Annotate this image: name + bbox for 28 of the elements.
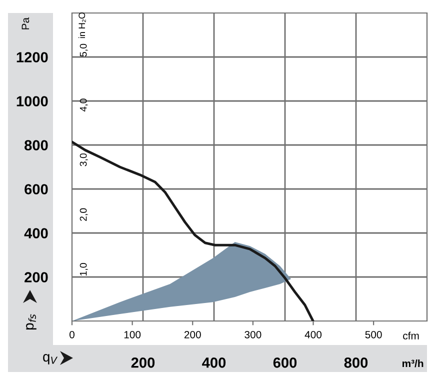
- x2-axis-title: cfm: [403, 332, 419, 340]
- y2-tick-label: 2,0: [80, 208, 88, 221]
- x-tick-label: 600: [273, 357, 297, 368]
- x-tick-label: 400: [202, 357, 226, 368]
- y2-axis-title: in H₂O: [78, 12, 86, 38]
- x-tick-label: 800: [344, 357, 368, 368]
- text: p$_{fs}$: [26, 314, 36, 330]
- y-tick-label: 600: [24, 184, 48, 194]
- line-series: [72, 140, 314, 321]
- y-axis-title: Pa: [22, 17, 30, 30]
- y2-tick-label: 4,0: [80, 98, 88, 112]
- y2-tick-label: 1,0: [80, 263, 88, 276]
- y2-tick-label: 5,0: [80, 44, 88, 57]
- y-tick-label: 1000: [16, 96, 48, 106]
- x2-tick-label: 0: [70, 330, 74, 338]
- x2-tick-label: 200: [184, 330, 201, 338]
- x2-tick-label: 500: [365, 330, 382, 338]
- text: q$_{V}$: [43, 354, 58, 364]
- x-axis-title: m³/h: [402, 360, 424, 368]
- y-tick-label: 800: [24, 140, 48, 150]
- y2-tick-label: 3,0: [80, 153, 88, 166]
- x2-tick-label: 100: [124, 330, 141, 338]
- x2-tick-label: 300: [244, 330, 262, 338]
- x-tick-label: 200: [131, 357, 155, 368]
- y-tick-label: 1200: [16, 52, 48, 62]
- y-tick-label: 400: [24, 228, 48, 238]
- x2-tick-label: 400: [304, 330, 322, 338]
- y-tick-label: 200: [24, 272, 48, 282]
